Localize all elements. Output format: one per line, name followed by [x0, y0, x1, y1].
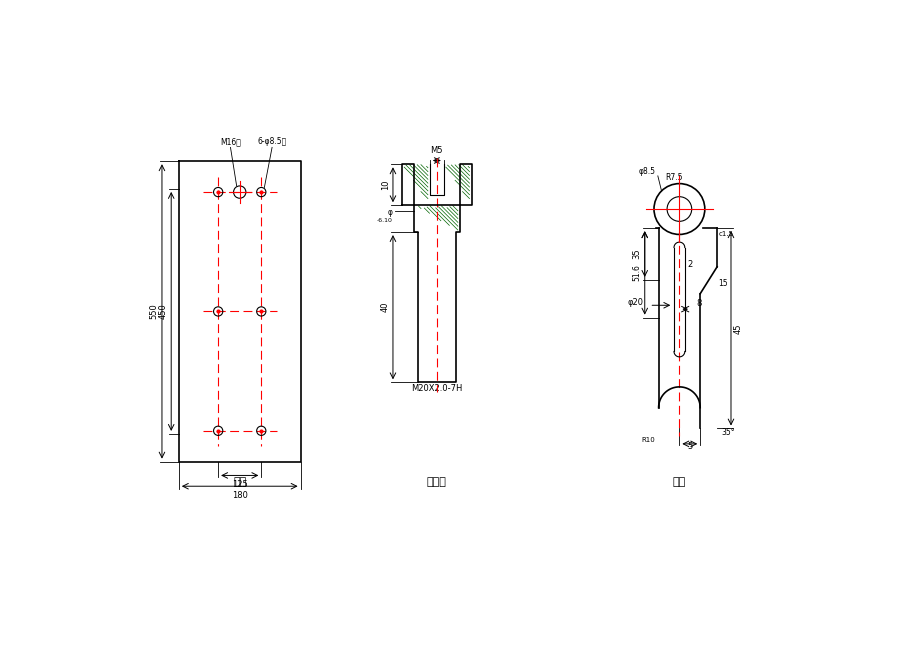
- Text: 180: 180: [232, 491, 247, 500]
- Text: R7.5: R7.5: [664, 173, 682, 182]
- Text: φ: φ: [388, 208, 392, 217]
- Text: φ8.5: φ8.5: [638, 167, 655, 176]
- Text: 6-φ8.5通: 6-φ8.5通: [257, 137, 287, 146]
- Text: 15: 15: [718, 279, 728, 288]
- Text: 底板: 底板: [233, 477, 246, 488]
- Polygon shape: [402, 164, 471, 382]
- Text: 45: 45: [733, 323, 743, 333]
- Text: 125: 125: [232, 480, 247, 489]
- Text: R10: R10: [641, 437, 654, 443]
- Text: 卡钩: 卡钩: [672, 477, 686, 488]
- Text: 8: 8: [696, 299, 701, 308]
- Text: 10: 10: [380, 180, 390, 190]
- Text: 450: 450: [159, 303, 168, 319]
- Text: 2: 2: [687, 260, 692, 269]
- Text: 51.6: 51.6: [632, 264, 641, 281]
- Text: c1.5: c1.5: [718, 231, 732, 237]
- Text: 35°: 35°: [720, 428, 733, 437]
- Text: 35: 35: [632, 249, 641, 259]
- Text: φ20: φ20: [627, 298, 642, 307]
- Text: 5: 5: [686, 442, 692, 451]
- Text: 旋转杆: 旋转杆: [426, 477, 447, 488]
- Text: M20X2.0-7H: M20X2.0-7H: [411, 384, 462, 393]
- Text: M5: M5: [430, 146, 443, 155]
- Text: M16通: M16通: [220, 137, 241, 146]
- Text: 550: 550: [149, 303, 158, 319]
- Text: 40: 40: [380, 302, 390, 312]
- Text: -6.10: -6.10: [377, 219, 392, 223]
